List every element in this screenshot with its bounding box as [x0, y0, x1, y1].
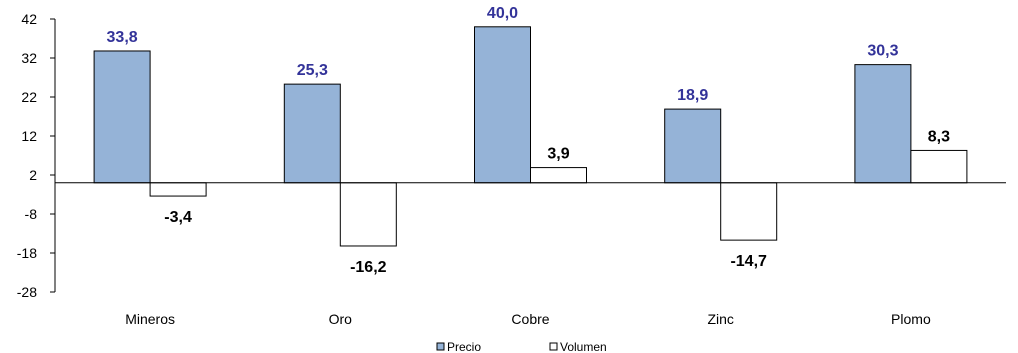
data-label-precio-zinc: 18,9 [677, 87, 708, 104]
data-label-volumen-mineros: -3,4 [164, 209, 192, 226]
bar-volumen-mineros [149, 182, 207, 197]
data-label-precio-cobre: 40,0 [487, 5, 518, 22]
y-tick-label: 12 [21, 128, 37, 144]
value-labels: 33,8 -3,4 25,3 -16,2 40,0 3,9 18,9 -14,7 30,3 8,3 [107, 5, 951, 276]
y-tick-label: -18 [17, 245, 37, 261]
y-tick-label: 22 [21, 89, 37, 105]
bar-precio-mineros [93, 50, 151, 184]
bars [55, 26, 1006, 247]
bar-volumen-plomo [910, 149, 968, 184]
data-label-volumen-plomo: 8,3 [928, 128, 950, 145]
legend-swatch-precio [436, 342, 445, 351]
y-axis: 42 32 22 12 2 -8 -18 -28 [17, 11, 56, 300]
category-label-oro: Oro [329, 311, 353, 327]
y-tick-label: -8 [25, 206, 38, 222]
data-label-volumen-cobre: 3,9 [547, 146, 569, 163]
data-label-volumen-zinc: -14,7 [730, 253, 767, 270]
category-label-plomo: Plomo [891, 311, 931, 327]
data-label-precio-oro: 25,3 [297, 62, 328, 79]
bar-precio-oro [283, 83, 341, 184]
data-label-precio-plomo: 30,3 [867, 43, 898, 60]
data-label-precio-mineros: 33,8 [107, 29, 138, 46]
data-label-volumen-oro: -16,2 [350, 259, 387, 276]
legend-label-precio: Precio [447, 340, 481, 353]
bar-volumen-oro [339, 182, 397, 247]
category-label-cobre: Cobre [511, 311, 549, 327]
category-label-mineros: Mineros [125, 311, 175, 327]
category-labels: Mineros Oro Cobre Zinc Plomo [125, 311, 931, 327]
bar-precio-zinc [664, 108, 722, 184]
y-tick-label: 32 [21, 50, 37, 66]
bar-volumen-zinc [720, 182, 778, 241]
bar-precio-cobre [474, 26, 531, 184]
bar-precio-plomo [854, 64, 912, 184]
category-label-zinc: Zinc [707, 311, 733, 327]
y-tick-label: 42 [21, 11, 37, 27]
y-tick-label: 2 [29, 167, 37, 183]
bar-volumen-cobre [530, 167, 587, 184]
legend: Precio Volumen [436, 340, 607, 353]
legend-swatch-volumen [549, 342, 558, 351]
y-tick-label: -28 [17, 284, 37, 300]
legend-label-volumen: Volumen [560, 340, 607, 353]
